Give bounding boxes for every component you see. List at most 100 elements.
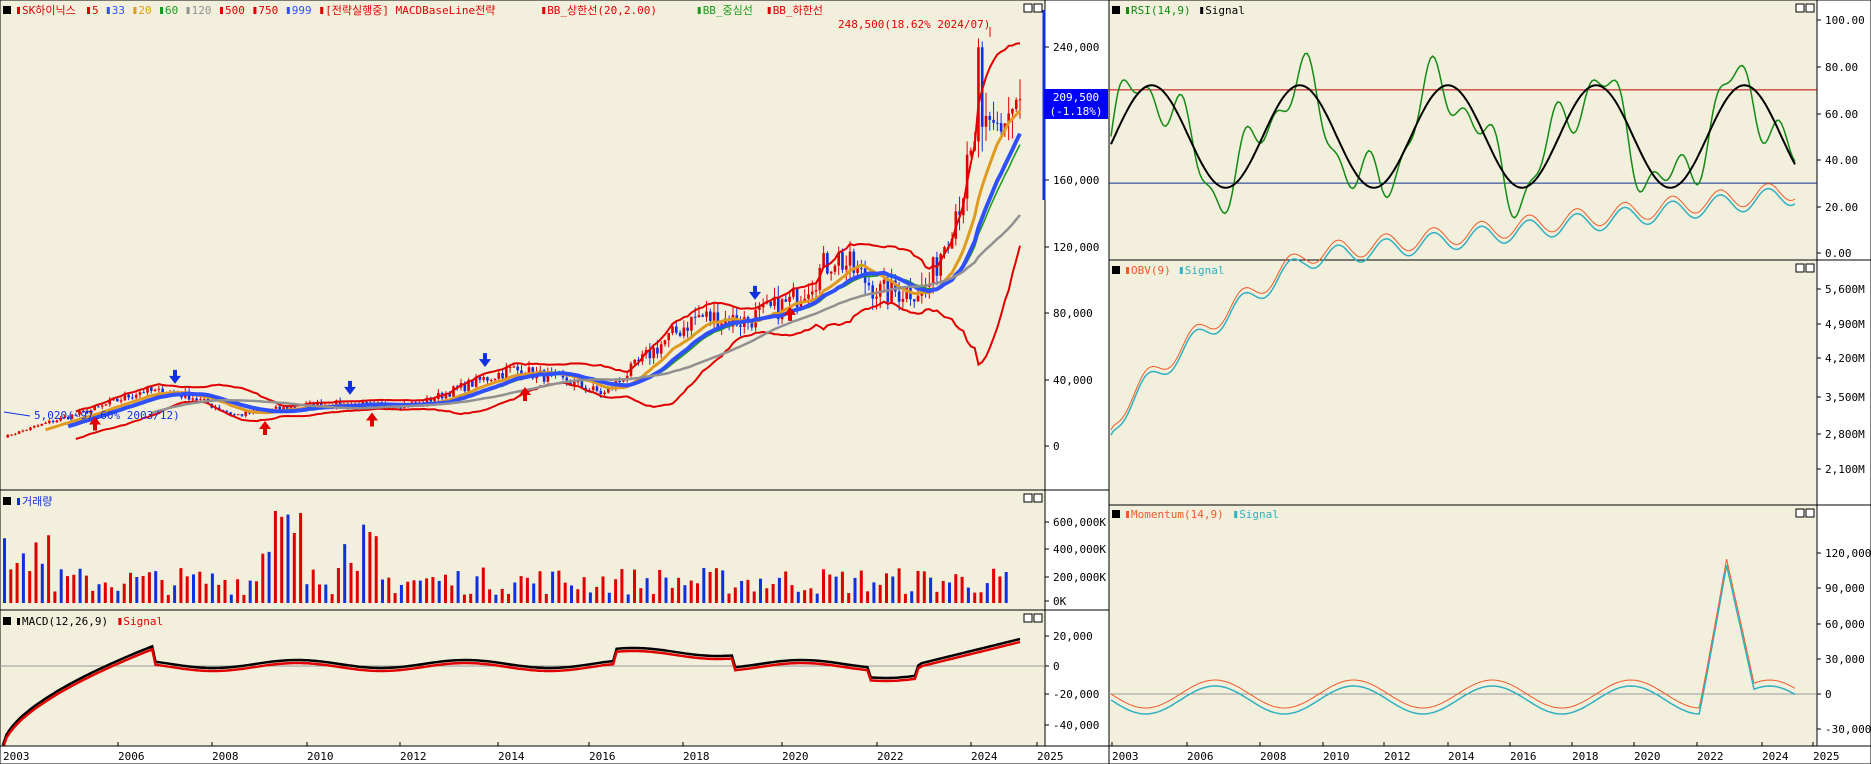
panel-maximize-icon[interactable]: [1033, 613, 1043, 623]
buy-arrow-icon: [259, 420, 271, 435]
candle-body: [127, 394, 130, 398]
candle-body: [943, 247, 946, 254]
volume-bar: [444, 574, 447, 603]
current-change: (-1.18%): [1050, 105, 1103, 118]
x-tick-label: 2008: [212, 750, 239, 763]
candle-body: [916, 295, 920, 302]
candle-body: [758, 307, 761, 310]
volume-bar: [110, 587, 114, 603]
volume-bar: [135, 577, 139, 603]
volume-bar: [456, 571, 460, 603]
y-tick-label: 60,000: [1825, 618, 1865, 631]
volume-bar: [538, 571, 542, 603]
x-tick-label: 2022: [877, 750, 904, 763]
volume-bar: [141, 576, 145, 603]
panel-maximize-icon[interactable]: [1033, 3, 1043, 13]
macd-legend: MACD(12,26,9) Signal: [3, 615, 163, 628]
price-axis-bg: [1044, 0, 1110, 491]
volume-bar: [374, 536, 378, 603]
candle-body: [278, 406, 282, 410]
volume-bar: [59, 569, 63, 603]
y-tick-label: 120,000: [1053, 241, 1099, 254]
candle-body: [958, 211, 961, 216]
panel-minimize-icon[interactable]: [1023, 493, 1033, 503]
legend-item: Momentum(14,9): [1131, 508, 1224, 521]
volume-bar: [948, 582, 951, 603]
candle-body: [97, 406, 100, 408]
panel-minimize-icon[interactable]: [1795, 508, 1805, 518]
volume-bar: [53, 591, 57, 603]
right-x-axis: [1108, 745, 1871, 764]
volume-bar: [532, 583, 536, 603]
candle-body: [225, 411, 229, 413]
candle-body: [40, 423, 44, 426]
volume-bar: [941, 580, 945, 603]
volume-bar: [607, 592, 611, 603]
macd-signal-line: [1, 640, 1021, 749]
legend-swatch: [1179, 267, 1183, 274]
candle-body: [565, 377, 569, 383]
volume-bar: [267, 551, 271, 603]
legend-swatch: [1126, 511, 1129, 518]
volume-bar: [973, 592, 977, 603]
volume-bar: [318, 584, 321, 603]
x-tick-label: 2016: [589, 750, 616, 763]
candle-body: [999, 123, 1003, 132]
candle-body: [1007, 113, 1010, 124]
current-price: 209,500: [1053, 91, 1099, 104]
panel-maximize-icon[interactable]: [1805, 263, 1815, 273]
panel-minimize-icon[interactable]: [1795, 263, 1805, 273]
obv-panel: OBV(9) Signal 5,600M 4,900M 4,200M 3,500M 2,8…: [1108, 183, 1871, 506]
candle-body: [478, 376, 482, 380]
candle-body: [799, 300, 803, 308]
volume-bar: [992, 568, 996, 603]
volume-bar: [708, 572, 712, 603]
momentum-plot: [1109, 558, 1817, 715]
y-tick-label: 40,000: [1053, 374, 1093, 387]
panel-minimize-icon[interactable]: [1023, 613, 1033, 623]
volume-bar: [129, 572, 132, 603]
legend-item: 999: [292, 4, 312, 17]
volume-bar: [822, 569, 825, 603]
volume-bar: [217, 584, 221, 603]
legend-swatch: [253, 7, 257, 14]
x-tick-label: 2018: [683, 750, 710, 763]
volume-bar: [305, 584, 309, 603]
legend-swatch: [542, 7, 546, 14]
price-legend: SK하이닉스 5 33 20 60 120 500 750 999 [전략실행중] MACDBas…: [3, 3, 823, 17]
volume-bar: [620, 569, 624, 603]
y-tick-label: 600,000K: [1053, 516, 1106, 529]
candle-body: [70, 414, 74, 420]
candle-body: [63, 416, 66, 418]
panel-maximize-icon[interactable]: [1033, 493, 1043, 503]
volume-bar: [551, 571, 555, 603]
candle-body: [199, 399, 202, 401]
volume-bar: [916, 570, 920, 603]
panel-maximize-icon[interactable]: [1805, 3, 1815, 13]
y-tick-label: 2,100M: [1825, 463, 1865, 476]
panel-minimize-icon[interactable]: [1795, 3, 1805, 13]
legend-swatch: [1234, 511, 1238, 518]
volume-bar: [998, 576, 1002, 603]
candle-body: [867, 282, 871, 286]
legend-swatch: [17, 618, 20, 625]
legend-swatch: [17, 7, 20, 14]
volume-bar: [790, 585, 794, 603]
volume-bar: [809, 588, 813, 603]
candle-body: [712, 312, 716, 321]
legend-swatch: [106, 7, 110, 14]
macd-y-ticks: 20,000 0 -20,000 -40,000: [1045, 630, 1099, 732]
panel-maximize-icon[interactable]: [1805, 508, 1815, 518]
volume-bar: [803, 590, 807, 603]
candle-body: [489, 379, 493, 381]
candle-body: [274, 406, 278, 409]
candle-body: [984, 115, 988, 127]
x-tick-label: 2014: [498, 750, 525, 763]
panel-minimize-icon[interactable]: [1023, 3, 1033, 13]
candle-body: [285, 407, 289, 410]
volume-bar: [488, 589, 492, 603]
candle-body: [202, 398, 206, 400]
candle-body: [897, 291, 901, 302]
y-tick-label: 4,900M: [1825, 318, 1865, 331]
sell-arrow-icon: [479, 353, 491, 368]
